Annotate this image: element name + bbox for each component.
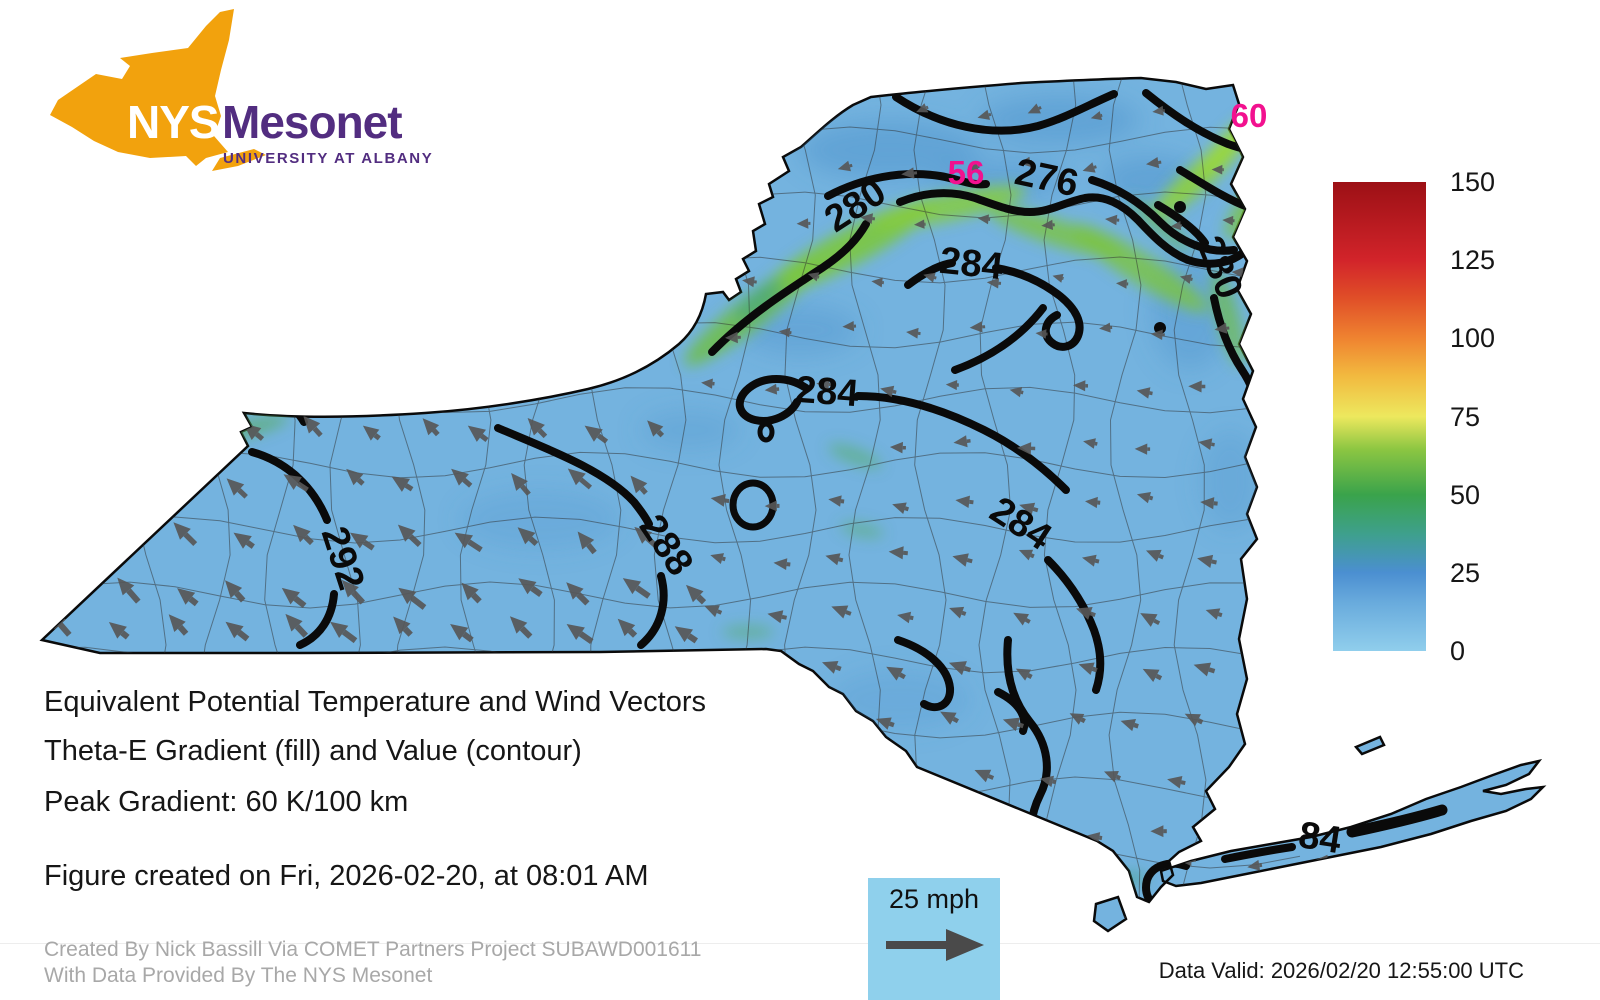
contour-label: 84 <box>1296 814 1344 862</box>
logo-mesonet-text: Mesonet <box>222 96 402 148</box>
colorbar-tick: 75 <box>1450 401 1481 432</box>
logo-tagline-text: UNIVERSITY AT ALBANY <box>223 150 433 167</box>
gradient-peak-label: 56 <box>948 154 985 191</box>
wind-legend-arrow-icon <box>886 929 984 961</box>
gradient-peak-label: 60 <box>1231 97 1268 134</box>
figure-title: Equivalent Potential Temperature and Win… <box>44 686 707 718</box>
colorbar-tick: 150 <box>1450 167 1496 197</box>
figure-subtitle: Theta-E Gradient (fill) and Value (conto… <box>44 735 582 767</box>
figure-created-text: Figure created on Fri, 2026-02-20, at 08… <box>44 860 649 892</box>
logo-nys-text: NYS <box>127 96 219 148</box>
gradient-colorbar <box>1333 182 1426 651</box>
nys-mesonet-logo: NYS Mesonet UNIVERSITY AT ALBANY <box>50 9 433 171</box>
wind-vector-field <box>49 103 1414 931</box>
contour-label: 284 <box>794 369 860 415</box>
colorbar-tick: 125 <box>1450 245 1496 276</box>
colorbar-tick: 100 <box>1450 323 1496 354</box>
wind-speed-legend: 25 mph <box>868 878 1000 1000</box>
data-valid-text: Data Valid: 2026/02/20 12:55:00 UTC <box>1158 958 1524 983</box>
logo-ny-shape <box>50 9 266 171</box>
wind-legend-label: 25 mph <box>888 884 980 914</box>
credit-line-2: With Data Provided By The NYS Mesonet <box>44 964 433 987</box>
colorbar-tick: 0 <box>1450 636 1466 666</box>
contour-label: 284 <box>938 240 1005 288</box>
colorbar-tick: 50 <box>1450 479 1481 510</box>
colorbar-tick: 25 <box>1450 557 1481 588</box>
footer-divider <box>0 943 1600 944</box>
credit-line-1: Created By Nick Bassill Via COMET Partne… <box>44 938 702 961</box>
peak-gradient-text: Peak Gradient: 60 K/100 km <box>44 786 409 818</box>
